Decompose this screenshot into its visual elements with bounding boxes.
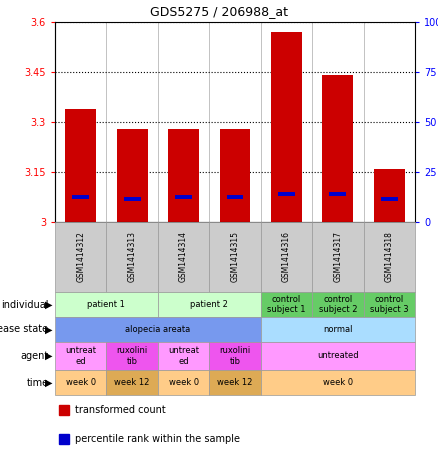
- Text: week 0: week 0: [323, 378, 353, 387]
- Text: individual: individual: [1, 299, 49, 309]
- Bar: [158, 292, 261, 317]
- Bar: [59, 405, 69, 415]
- Text: ▶: ▶: [45, 324, 53, 334]
- Bar: [312, 292, 364, 317]
- Bar: [261, 370, 415, 395]
- Bar: [65, 109, 96, 222]
- Text: GDS5275 / 206988_at: GDS5275 / 206988_at: [150, 5, 288, 18]
- Text: GSM1414318: GSM1414318: [385, 231, 394, 282]
- Text: week 12: week 12: [114, 378, 150, 387]
- Bar: [158, 222, 209, 292]
- Text: week 0: week 0: [169, 378, 199, 387]
- Bar: [55, 292, 158, 317]
- Bar: [158, 342, 209, 370]
- Bar: [209, 222, 261, 292]
- Text: percentile rank within the sample: percentile rank within the sample: [75, 434, 240, 443]
- Text: GSM1414313: GSM1414313: [127, 231, 137, 283]
- Bar: [329, 192, 346, 196]
- Text: alopecia areata: alopecia areata: [125, 325, 191, 334]
- Text: patient 1: patient 1: [88, 300, 125, 309]
- Text: week 0: week 0: [66, 378, 96, 387]
- Text: GSM1414312: GSM1414312: [76, 231, 85, 282]
- Bar: [278, 192, 295, 196]
- Text: GSM1414317: GSM1414317: [333, 231, 343, 283]
- Bar: [261, 292, 312, 317]
- Text: disease state: disease state: [0, 324, 49, 334]
- Text: ▶: ▶: [45, 351, 53, 361]
- Text: control
subject 1: control subject 1: [267, 295, 306, 314]
- Bar: [106, 370, 158, 395]
- Text: ruxolini
tib: ruxolini tib: [219, 346, 251, 366]
- Bar: [312, 222, 364, 292]
- Bar: [226, 195, 244, 199]
- Text: GSM1414315: GSM1414315: [230, 231, 240, 283]
- Bar: [106, 342, 158, 370]
- Bar: [209, 342, 261, 370]
- Text: agent: agent: [20, 351, 49, 361]
- Text: ruxolini
tib: ruxolini tib: [117, 346, 148, 366]
- Text: normal: normal: [323, 325, 353, 334]
- Bar: [168, 129, 199, 222]
- Bar: [271, 32, 302, 222]
- Bar: [261, 317, 415, 342]
- Bar: [219, 129, 251, 222]
- Bar: [175, 195, 192, 199]
- Bar: [117, 129, 148, 222]
- Bar: [55, 342, 106, 370]
- Text: untreated: untreated: [317, 352, 359, 361]
- Bar: [158, 370, 209, 395]
- Text: week 12: week 12: [217, 378, 253, 387]
- Text: GSM1414314: GSM1414314: [179, 231, 188, 283]
- Bar: [106, 222, 158, 292]
- Text: transformed count: transformed count: [75, 405, 166, 415]
- Bar: [55, 317, 261, 342]
- Bar: [261, 342, 415, 370]
- Text: untreat
ed: untreat ed: [65, 346, 96, 366]
- Bar: [59, 434, 69, 443]
- Text: ▶: ▶: [45, 299, 53, 309]
- Text: control
subject 2: control subject 2: [318, 295, 357, 314]
- Text: control
subject 3: control subject 3: [370, 295, 409, 314]
- Text: time: time: [26, 377, 49, 387]
- Bar: [374, 169, 405, 222]
- Bar: [261, 222, 312, 292]
- Bar: [72, 195, 89, 199]
- Bar: [55, 370, 106, 395]
- Bar: [55, 222, 106, 292]
- Bar: [124, 197, 141, 201]
- Text: ▶: ▶: [45, 377, 53, 387]
- Text: patient 2: patient 2: [191, 300, 228, 309]
- Text: untreat
ed: untreat ed: [168, 346, 199, 366]
- Text: GSM1414316: GSM1414316: [282, 231, 291, 283]
- Bar: [364, 292, 415, 317]
- Bar: [381, 197, 398, 201]
- Bar: [209, 370, 261, 395]
- Bar: [322, 75, 353, 222]
- Bar: [364, 222, 415, 292]
